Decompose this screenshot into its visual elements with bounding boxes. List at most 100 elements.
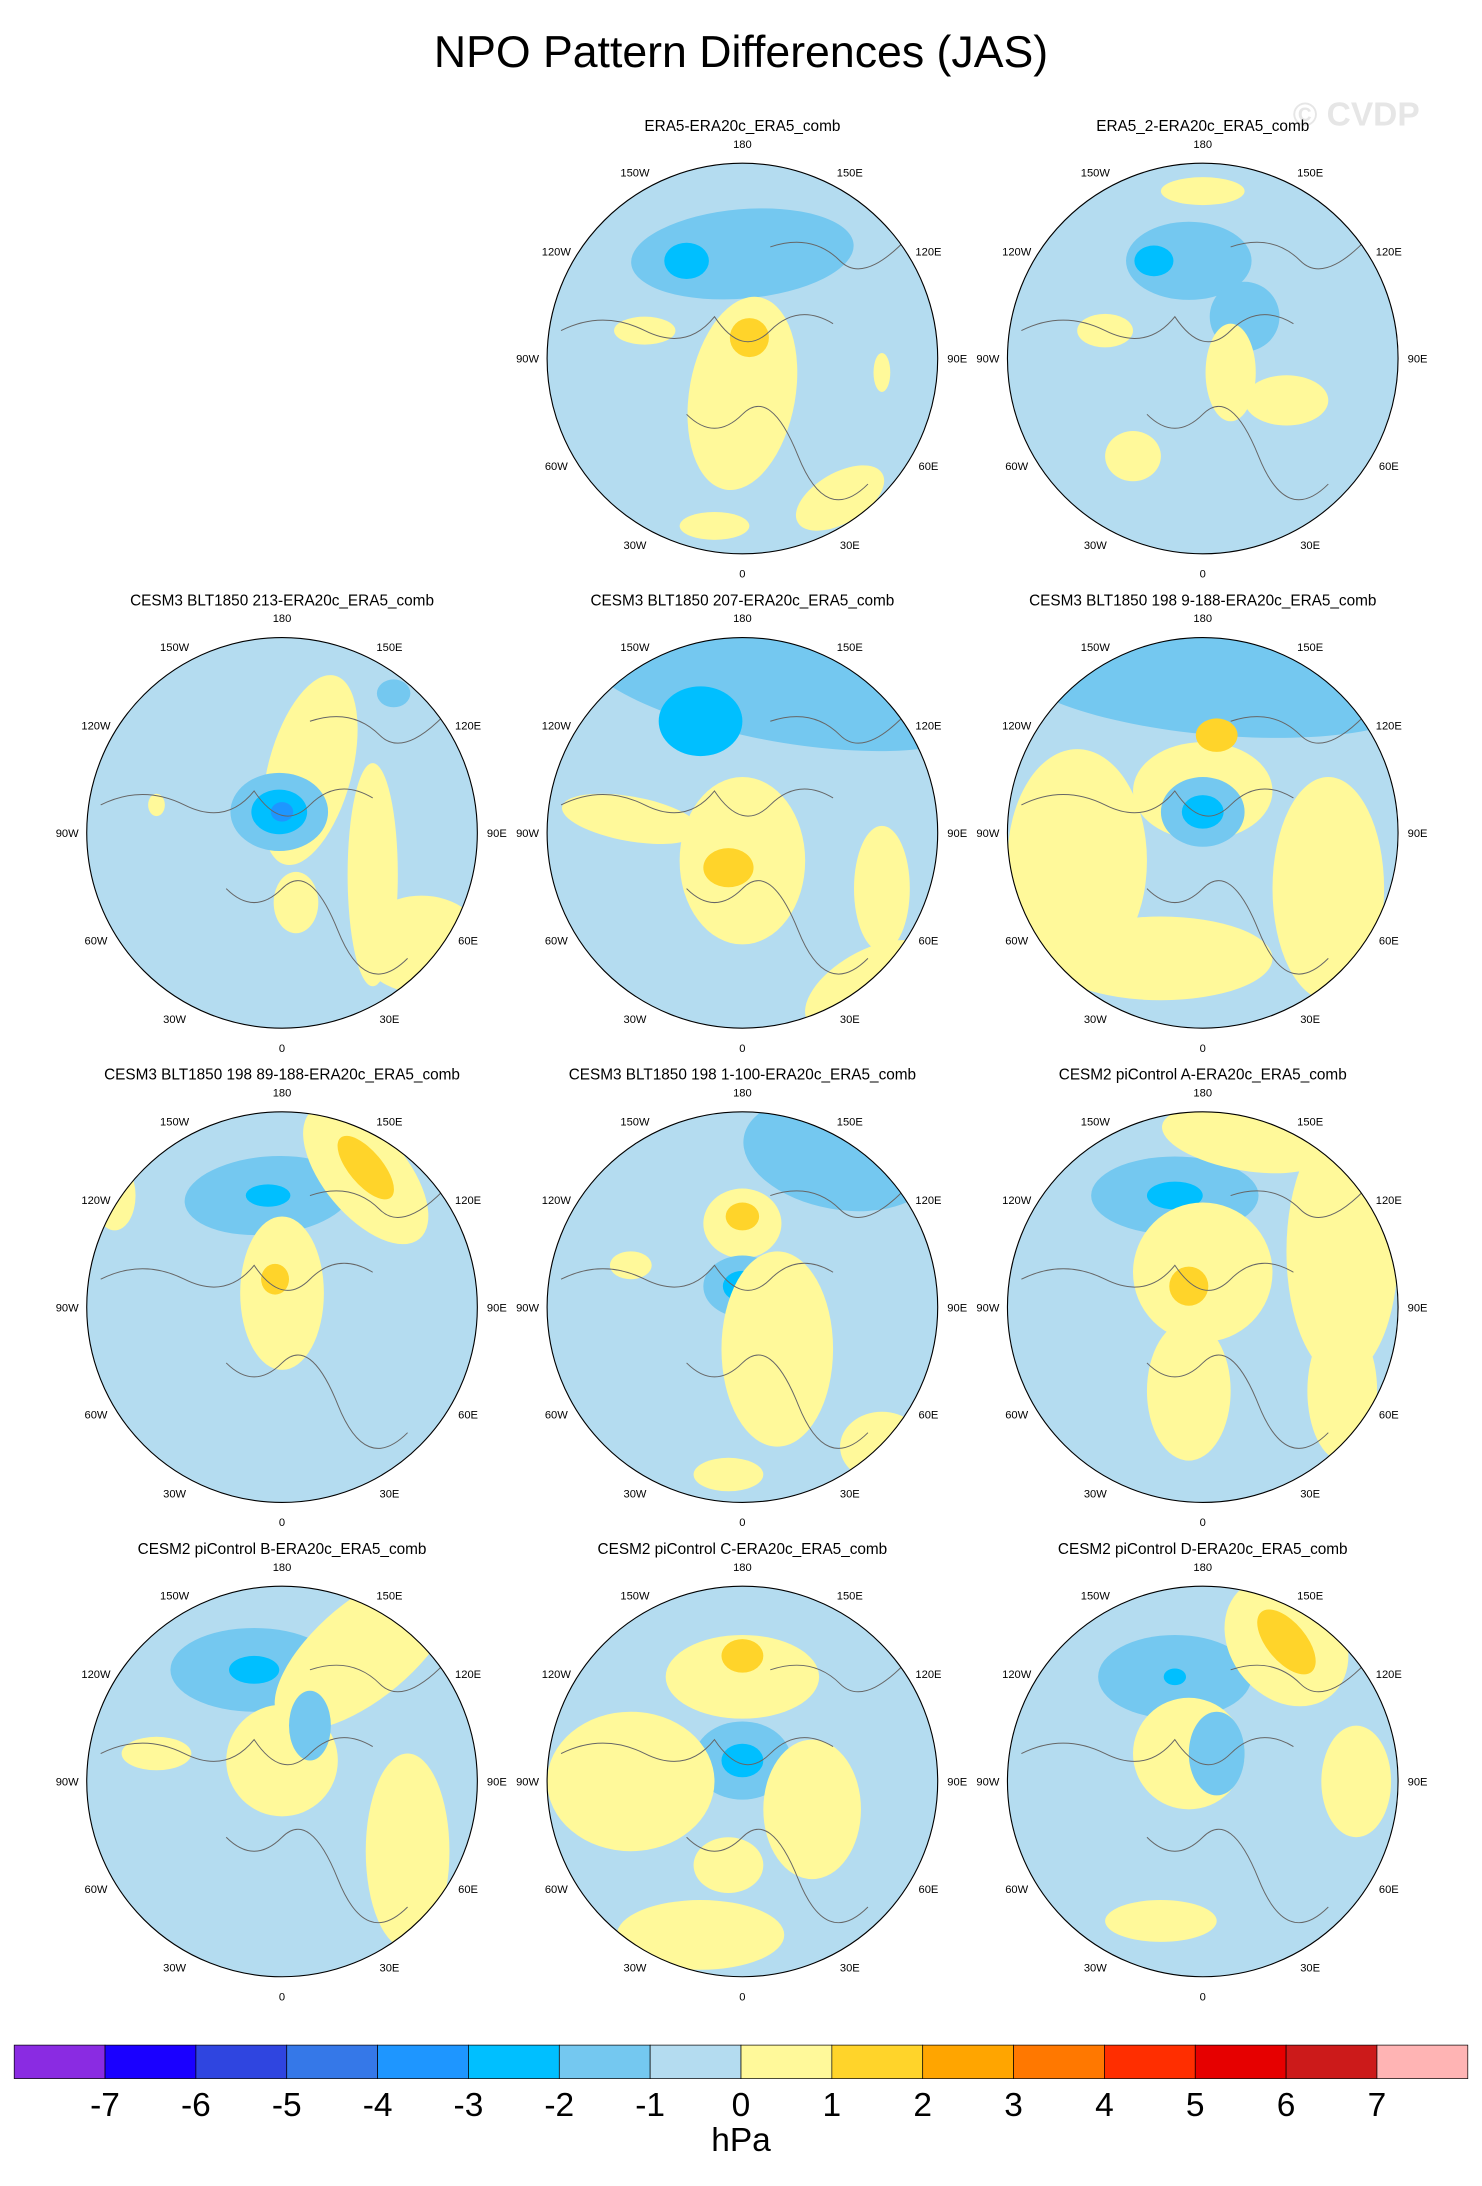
longitude-label: 150W	[620, 168, 650, 180]
longitude-label: 180	[273, 1562, 292, 1574]
contour-region	[1049, 916, 1273, 1001]
longitude-label: 150W	[1081, 1591, 1111, 1603]
longitude-label: 120W	[81, 1195, 111, 1207]
longitude-label: 150W	[1081, 168, 1111, 180]
contour-region	[693, 1457, 764, 1492]
contour-region	[1105, 431, 1161, 482]
colorbar-label: 6	[1277, 2087, 1296, 2124]
panel-title: CESM3 BLT1850 213-ERA20c_ERA5_comb	[130, 592, 434, 609]
longitude-label: 180	[733, 1087, 752, 1099]
longitude-label: 120E	[455, 1669, 481, 1681]
colorbar-box	[1194, 2044, 1287, 2079]
contour-region	[1146, 1181, 1203, 1210]
longitude-label: 120W	[542, 721, 572, 733]
contour-region	[1160, 177, 1245, 206]
longitude-label: 150W	[160, 1591, 190, 1603]
panel-title: CESM3 BLT1850 198 9-188-ERA20c_ERA5_comb	[1029, 592, 1376, 609]
longitude-label: 90W	[516, 828, 539, 840]
map-panel: CESM2 piControl C-ERA20c_ERA5_comb 180 150…	[516, 1541, 967, 2003]
map-background	[1007, 163, 1399, 554]
longitude-label: 90W	[516, 1302, 539, 1314]
longitude-label: 30W	[1084, 1963, 1107, 1975]
colorbar-label: -7	[90, 2087, 120, 2124]
colorbar-label: 1	[823, 2087, 842, 2124]
contour-region	[240, 1216, 324, 1370]
colorbar-box	[649, 2044, 742, 2079]
longitude-label: 150W	[620, 1591, 650, 1603]
contour-region	[273, 871, 319, 934]
map-panel: ERA5-ERA20c_ERA5_comb 180 150E 120E 90E 60E 30…	[516, 118, 967, 580]
map-field	[1007, 1111, 1399, 1503]
map-field	[86, 1586, 478, 1977]
contour-region	[729, 318, 769, 358]
longitude-label: 60E	[1379, 461, 1399, 473]
longitude-label: 90W	[976, 1777, 999, 1789]
contour-region	[1133, 1202, 1273, 1343]
longitude-label: 60E	[1379, 1410, 1399, 1422]
contour-region	[245, 1184, 291, 1207]
coastline	[1021, 1641, 1385, 1924]
longitude-label: 60E	[919, 1410, 939, 1422]
colorbar-box	[286, 2044, 378, 2079]
map-panel: CESM3 BLT1850 198 1-100-ERA20c_ERA5_comb…	[516, 1067, 967, 1529]
longitude-label: 150E	[376, 1116, 402, 1128]
contour-region	[1126, 221, 1252, 300]
longitude-label: 30W	[624, 540, 647, 552]
map-panel: CESM3 BLT1850 198 9-188-ERA20c_ERA5_comb…	[976, 592, 1427, 1054]
longitude-label: 120W	[81, 1669, 111, 1681]
contour-region	[873, 352, 891, 393]
map-field	[1007, 637, 1399, 1029]
longitude-label: 60W	[85, 935, 108, 947]
longitude-label: 120E	[1376, 721, 1402, 733]
longitude-label: 150W	[1081, 1116, 1111, 1128]
coastline	[560, 218, 925, 501]
map-panel: ERA5_2-ERA20c_ERA5_comb 180 150E 120E 90E 60E…	[976, 118, 1427, 580]
contour-region	[1163, 1668, 1187, 1686]
longitude-label: 90W	[976, 354, 999, 366]
contour-region	[148, 793, 165, 817]
contour-region	[289, 1690, 331, 1761]
map-border	[1006, 636, 1399, 1029]
longitude-label: 30E	[380, 1014, 400, 1026]
longitude-label: 0	[1200, 569, 1206, 581]
map-field	[547, 163, 938, 554]
longitude-label: 90W	[56, 1302, 79, 1314]
colorbar-label: -4	[363, 2087, 393, 2124]
longitude-label: 120E	[915, 721, 941, 733]
coastline	[560, 693, 925, 975]
contour-region	[1105, 1900, 1217, 1942]
longitude-label: 150E	[376, 642, 402, 654]
longitude-label: 60E	[919, 461, 939, 473]
contour-region	[1181, 795, 1224, 829]
colorbar-box	[1285, 2044, 1378, 2079]
coastline	[100, 1167, 464, 1449]
contour-region	[1169, 1266, 1209, 1306]
contour-region	[763, 1739, 861, 1880]
colorbar-box	[558, 2044, 651, 2079]
longitude-label: 0	[739, 1517, 745, 1529]
colorbar-box	[831, 2044, 924, 2079]
longitude-label: 120E	[455, 721, 481, 733]
contour-region	[840, 1411, 924, 1482]
panel-title: ERA5-ERA20c_ERA5_comb	[644, 118, 840, 135]
colorbar-label: -5	[272, 2087, 302, 2124]
longitude-label: 90W	[56, 828, 79, 840]
contour-region	[616, 1900, 785, 1970]
map-panel: CESM3 BLT1850 213-ERA20c_ERA5_comb 180 150…	[56, 592, 507, 1054]
longitude-label: 150E	[837, 168, 863, 180]
map-border	[86, 1111, 478, 1503]
longitude-label: 60W	[85, 1884, 108, 1896]
longitude-label: 150E	[1297, 1116, 1323, 1128]
contour-region	[609, 1251, 652, 1280]
contour-region	[121, 1736, 192, 1771]
longitude-label: 180	[733, 1562, 752, 1574]
panel-title: CESM3 BLT1850 198 89-188-ERA20c_ERA5_com…	[104, 1067, 460, 1084]
colorbar-box	[1104, 2044, 1196, 2079]
coastline	[1021, 693, 1385, 975]
longitude-label: 150E	[837, 1591, 863, 1603]
contour-region	[1146, 1321, 1231, 1461]
colorbar-label: -3	[454, 2087, 484, 2124]
longitude-label: 30W	[624, 1488, 647, 1500]
longitude-label: 60E	[919, 1884, 939, 1896]
